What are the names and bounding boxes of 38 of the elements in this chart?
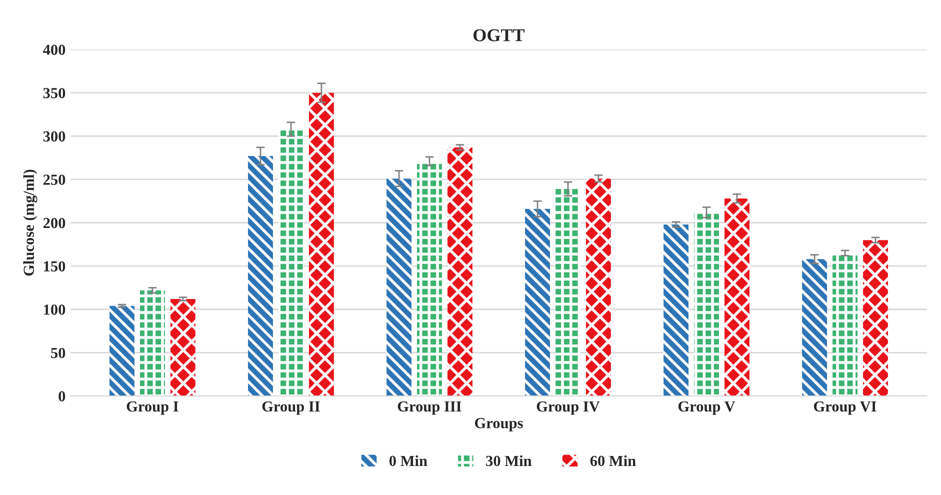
y-tick-label: 300 (43, 131, 66, 142)
bar (586, 178, 611, 396)
y-tick-label: 50 (51, 348, 66, 358)
y-axis-title: Glucose (mg/ml) (23, 170, 38, 276)
x-tick-label: Group III (398, 401, 462, 415)
bar (110, 306, 134, 396)
y-tick-label: 400 (43, 44, 66, 55)
bar (447, 147, 472, 396)
y-tick-label: 200 (43, 218, 66, 228)
chart-title: OGTT (474, 29, 525, 42)
legend-label: 30 Min (486, 455, 532, 466)
bar (694, 212, 719, 396)
bar (664, 224, 688, 396)
bar (140, 290, 165, 396)
bar (248, 156, 273, 396)
x-tick-label: Group II (262, 401, 320, 415)
x-axis-title: Groups (474, 418, 523, 432)
bar (278, 129, 304, 396)
x-tick-label: Group I (126, 401, 178, 415)
y-tick-label: 150 (44, 261, 66, 272)
legend-label: 60 Min (590, 455, 636, 466)
y-tick-label: 0 (58, 391, 66, 402)
bar (802, 259, 828, 396)
x-tick-label: Group IV (536, 401, 600, 415)
y-tick-label: 250 (43, 174, 66, 185)
x-tick-label: Group VI (814, 401, 876, 415)
bar (170, 298, 196, 396)
bar (386, 178, 412, 396)
y-tick-label: 100 (44, 304, 66, 315)
legend-label: 0 Min (389, 455, 428, 466)
bar (417, 161, 442, 396)
bar (308, 92, 334, 396)
x-tick-label: Group V (678, 401, 736, 415)
y-tick-label: 350 (43, 88, 66, 98)
bar (556, 188, 580, 396)
bar (724, 198, 750, 396)
bar (525, 208, 550, 396)
bar (863, 240, 888, 396)
